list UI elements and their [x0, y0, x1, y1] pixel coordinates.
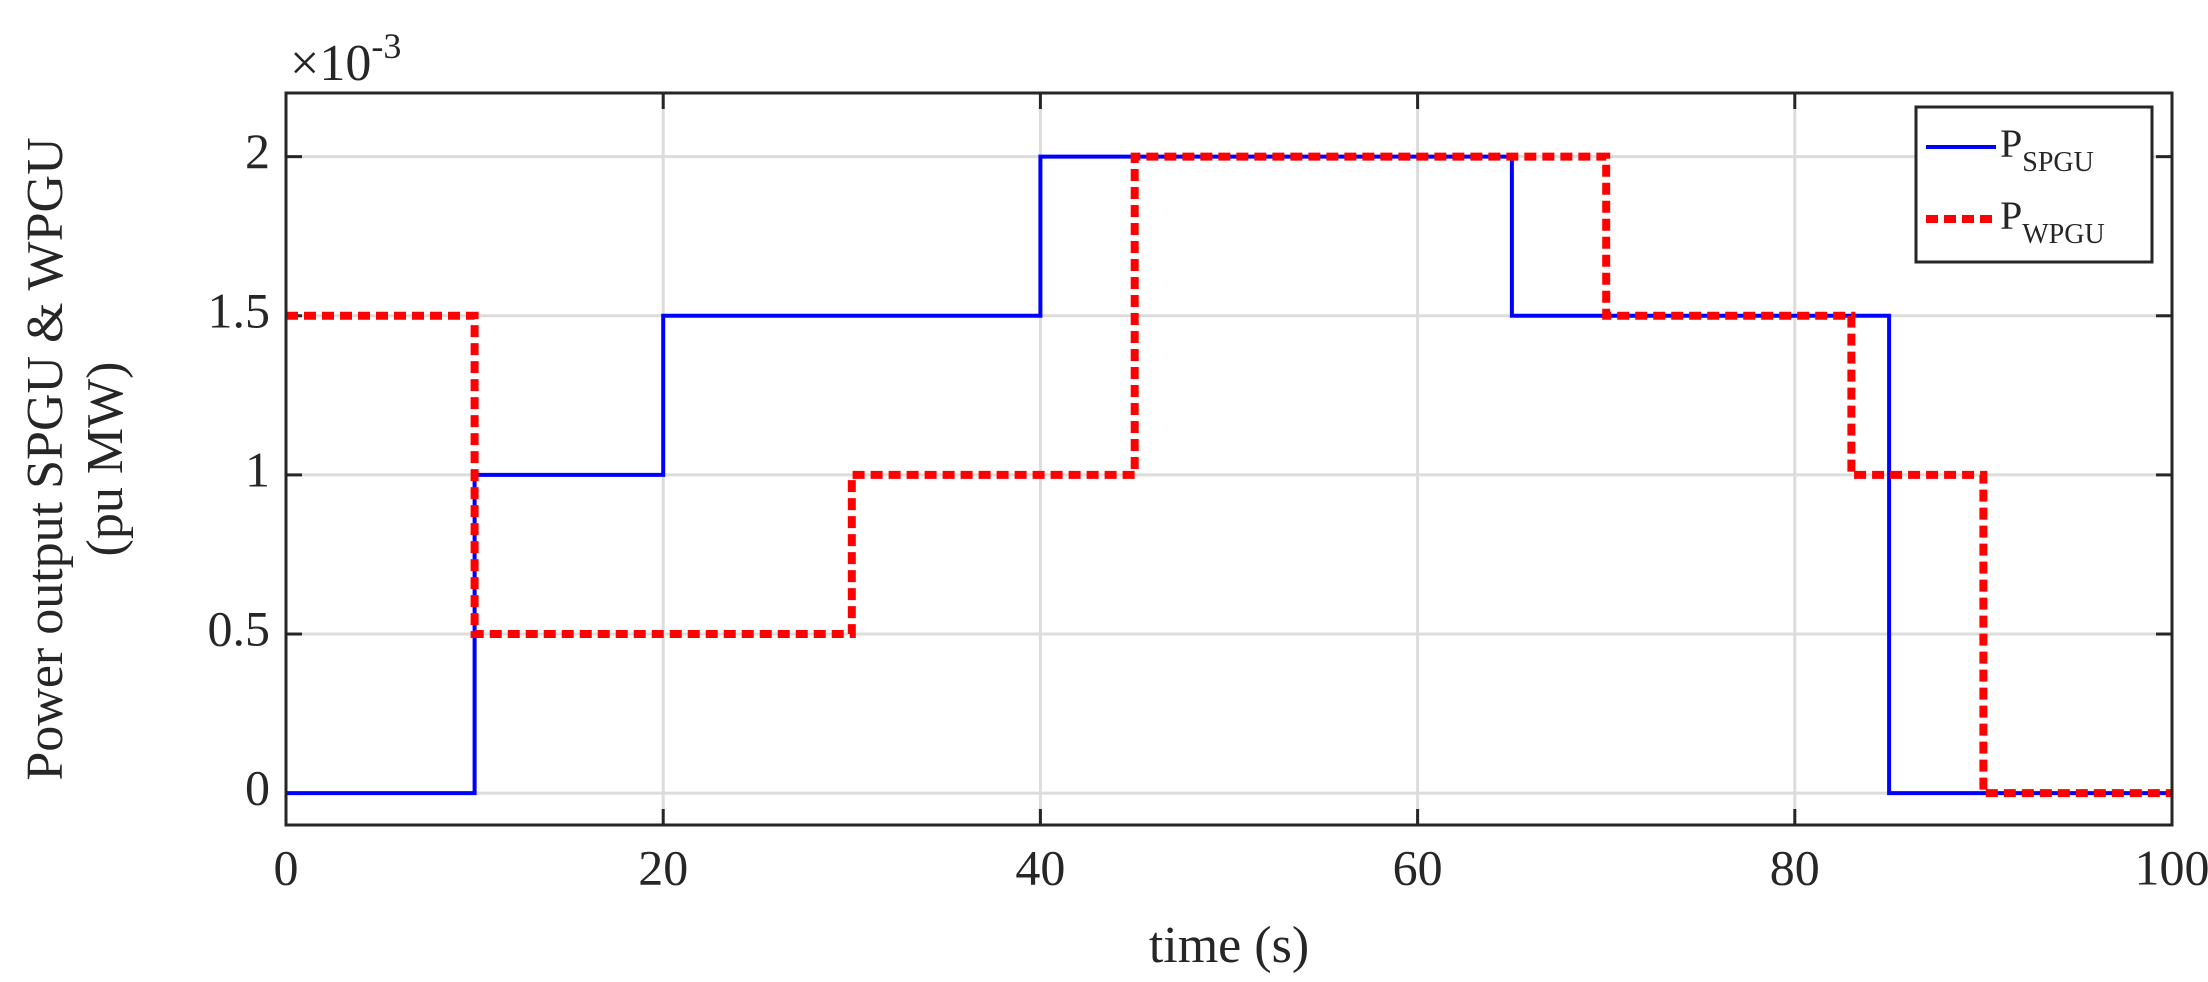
x-tick-label: 40 [1015, 839, 1065, 895]
axes-frame [284, 91, 2174, 827]
x-tick-label: 100 [2135, 839, 2208, 895]
legend-label: PWPGU [2000, 193, 2105, 250]
y-tick-label: 1.5 [208, 282, 271, 338]
y-tick-label: 1 [245, 441, 270, 497]
y-tick-label: 0.5 [208, 601, 271, 657]
legend-box [1914, 105, 2154, 264]
legend-label: PSPGU [2000, 121, 2094, 178]
plot-area [286, 93, 2172, 825]
legend-name: P [2000, 121, 2022, 166]
x-tick-label: 0 [274, 839, 299, 895]
multiplier-base: ×10 [290, 35, 371, 92]
series-line [286, 152, 2172, 798]
x-tick-label: 20 [638, 839, 688, 895]
y-tick-label: 2 [245, 123, 270, 179]
legend-subscript: WPGU [2022, 219, 2104, 250]
y-axis-label: Power output SPGU & WPGU [17, 137, 74, 780]
legend-name: P [2000, 193, 2022, 238]
x-tick-label: 80 [1770, 839, 1820, 895]
x-axis-label: time (s) [1149, 917, 1309, 974]
legend-subscript: SPGU [2022, 147, 2094, 178]
multiplier-exponent: -3 [371, 26, 401, 66]
x-tick-label: 60 [1393, 839, 1443, 895]
y-axis-label: (pu MW) [77, 362, 134, 557]
y-tick-label: 0 [245, 760, 270, 816]
y-multiplier: ×10-3 [290, 26, 401, 92]
